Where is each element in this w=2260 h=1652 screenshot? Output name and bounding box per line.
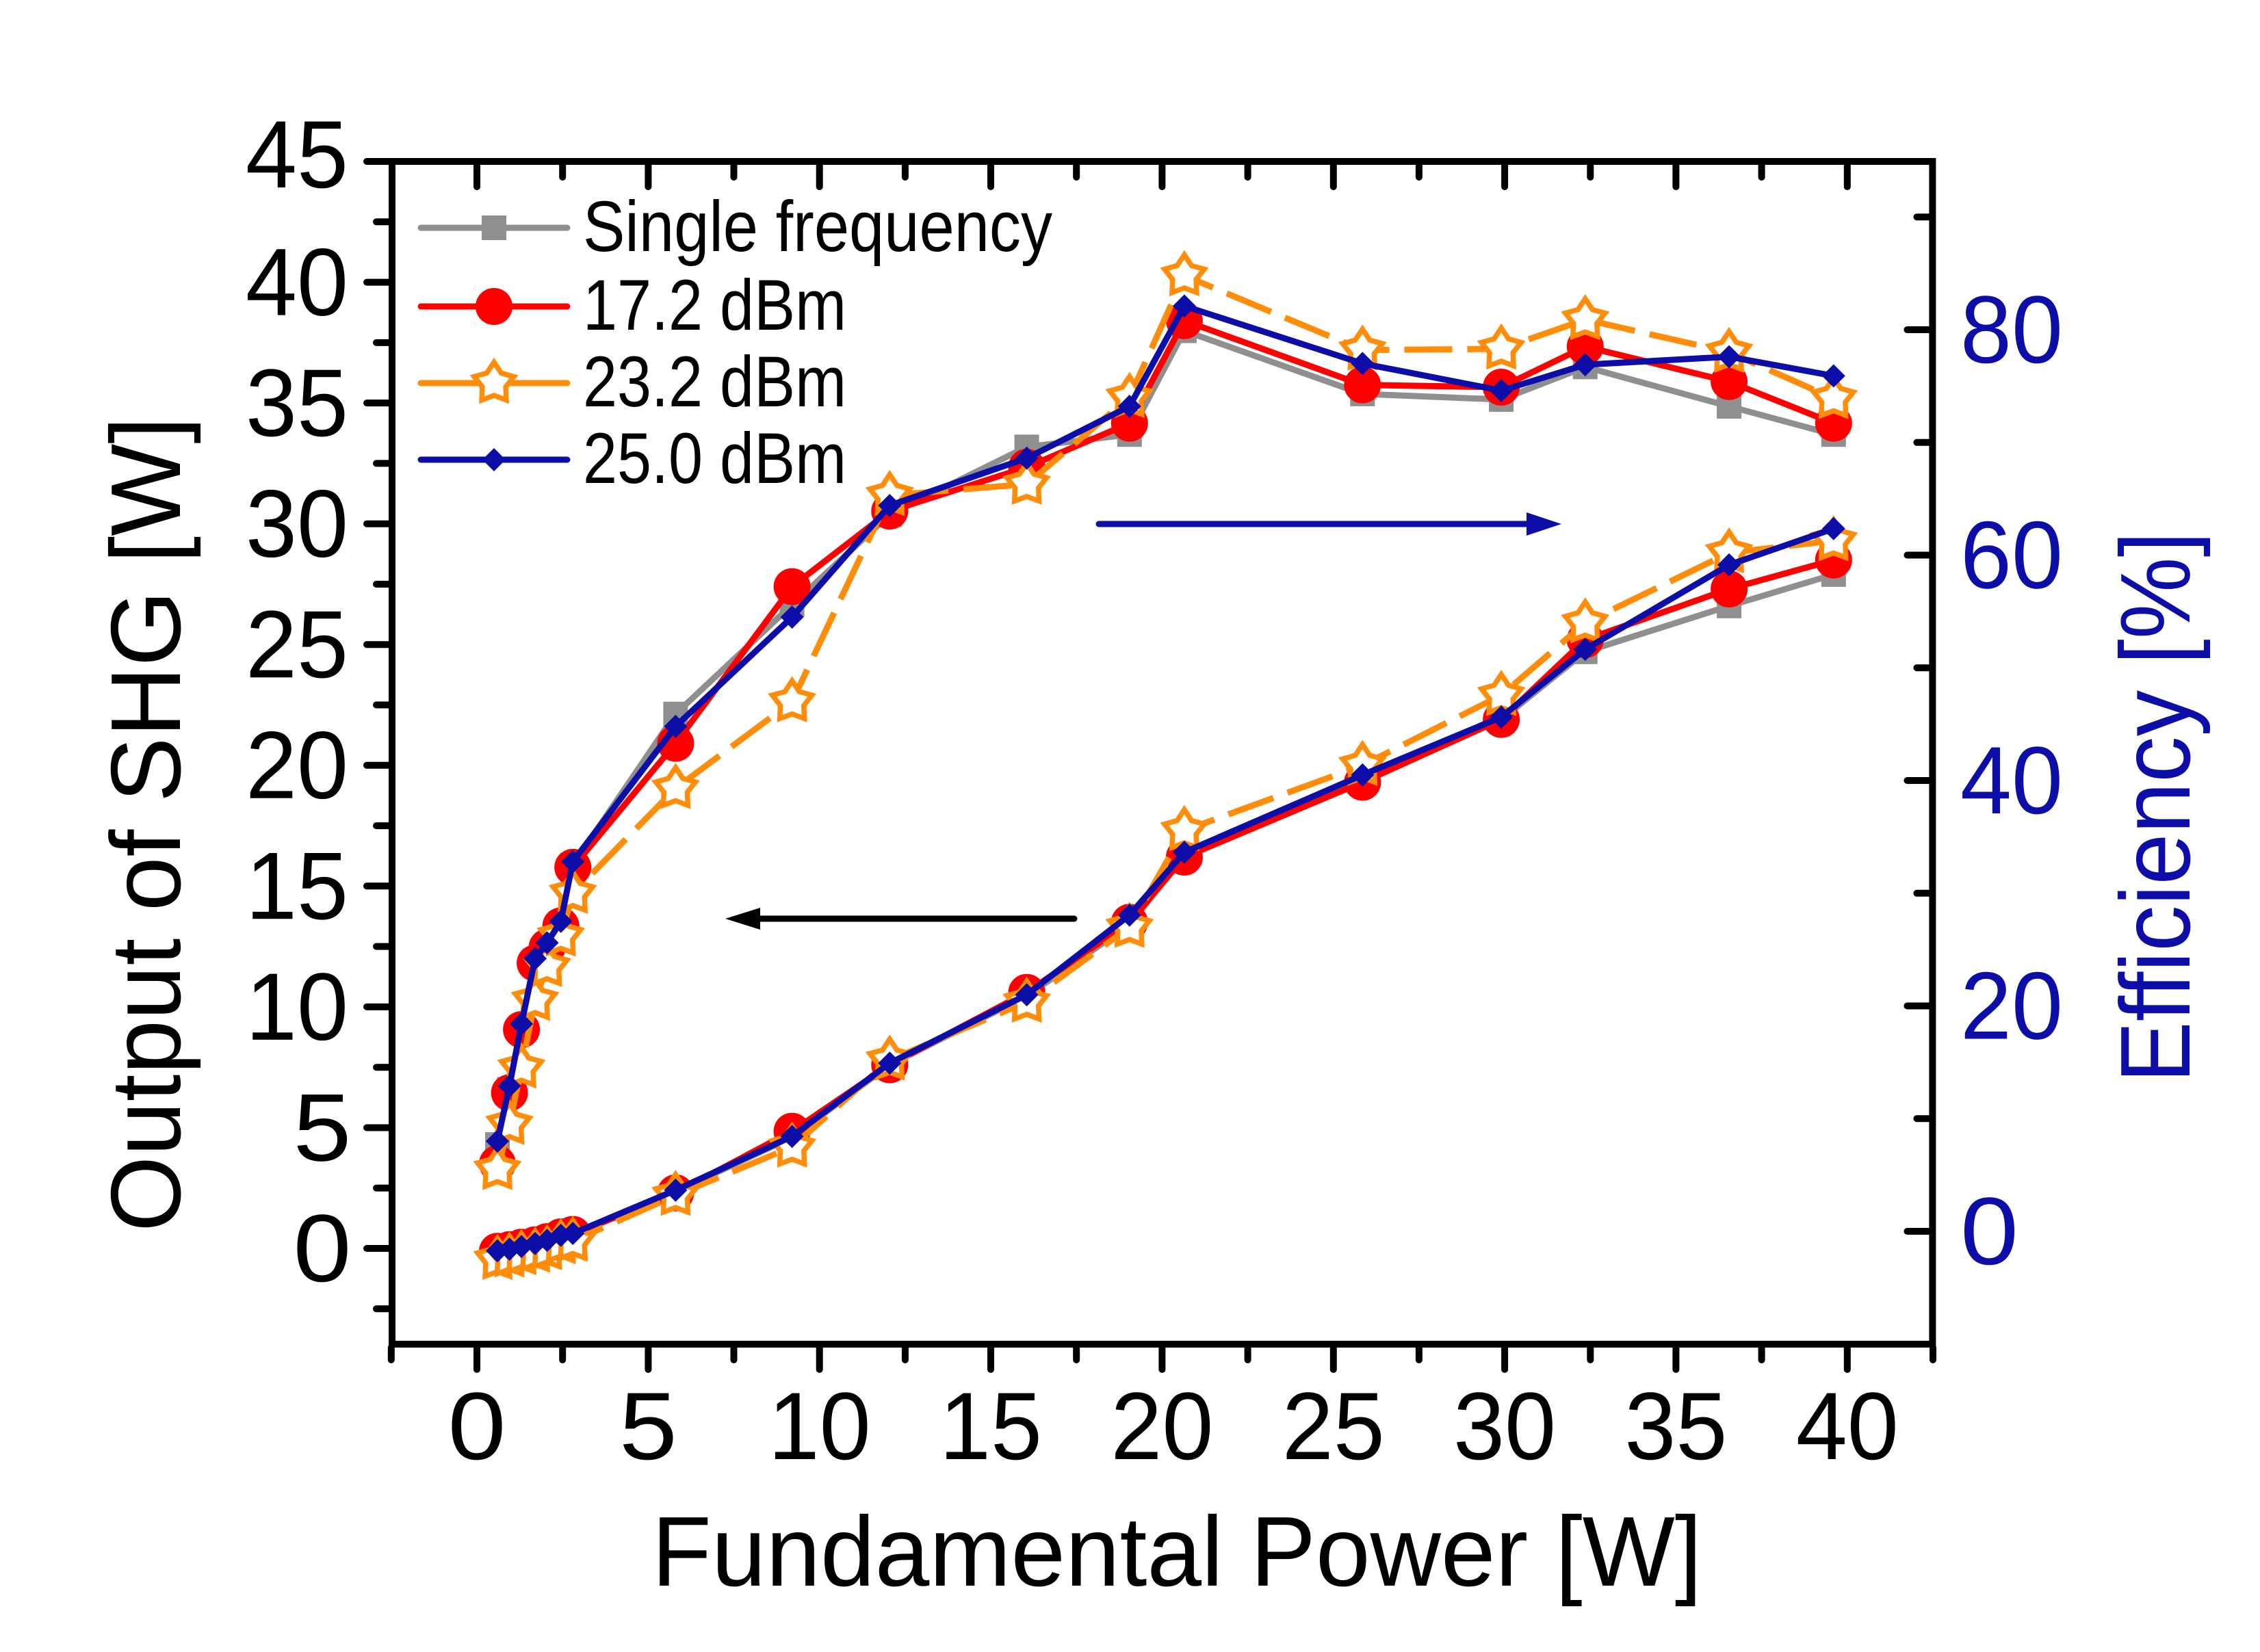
svg-text:25: 25 [1282, 1372, 1385, 1480]
svg-text:Efficiency [%]: Efficiency [%] [2100, 532, 2211, 1083]
svg-text:5: 5 [294, 1074, 352, 1181]
svg-text:40: 40 [246, 228, 348, 336]
svg-text:40: 40 [1796, 1372, 1899, 1480]
svg-text:15: 15 [939, 1372, 1042, 1480]
svg-text:20: 20 [1960, 952, 2063, 1060]
svg-text:25.0 dBm: 25.0 dBm [583, 419, 846, 499]
svg-text:5: 5 [619, 1372, 677, 1480]
svg-text:20: 20 [1110, 1372, 1213, 1480]
svg-text:25: 25 [246, 590, 348, 698]
svg-text:0: 0 [1960, 1177, 2018, 1285]
svg-text:30: 30 [246, 470, 348, 577]
svg-text:80: 80 [1960, 276, 2063, 383]
svg-text:10: 10 [246, 953, 348, 1060]
svg-text:0: 0 [448, 1372, 506, 1480]
svg-text:10: 10 [768, 1372, 871, 1480]
svg-text:40: 40 [1960, 726, 2063, 834]
svg-text:35: 35 [246, 349, 348, 456]
svg-text:20: 20 [246, 711, 348, 819]
svg-text:17.2 dBm: 17.2 dBm [583, 265, 846, 345]
svg-text:45: 45 [246, 101, 348, 208]
svg-text:Fundamental Power [W]: Fundamental Power [W] [652, 1496, 1702, 1607]
svg-text:60: 60 [1960, 501, 2063, 609]
svg-text:30: 30 [1453, 1372, 1556, 1480]
svg-text:15: 15 [246, 832, 348, 939]
svg-text:35: 35 [1624, 1372, 1727, 1480]
svg-text:Output of SHG [W]: Output of SHG [W] [90, 417, 201, 1232]
svg-text:23.2 dBm: 23.2 dBm [583, 342, 846, 422]
svg-text:0: 0 [294, 1194, 352, 1302]
svg-text:Single frequency: Single frequency [583, 187, 1052, 267]
